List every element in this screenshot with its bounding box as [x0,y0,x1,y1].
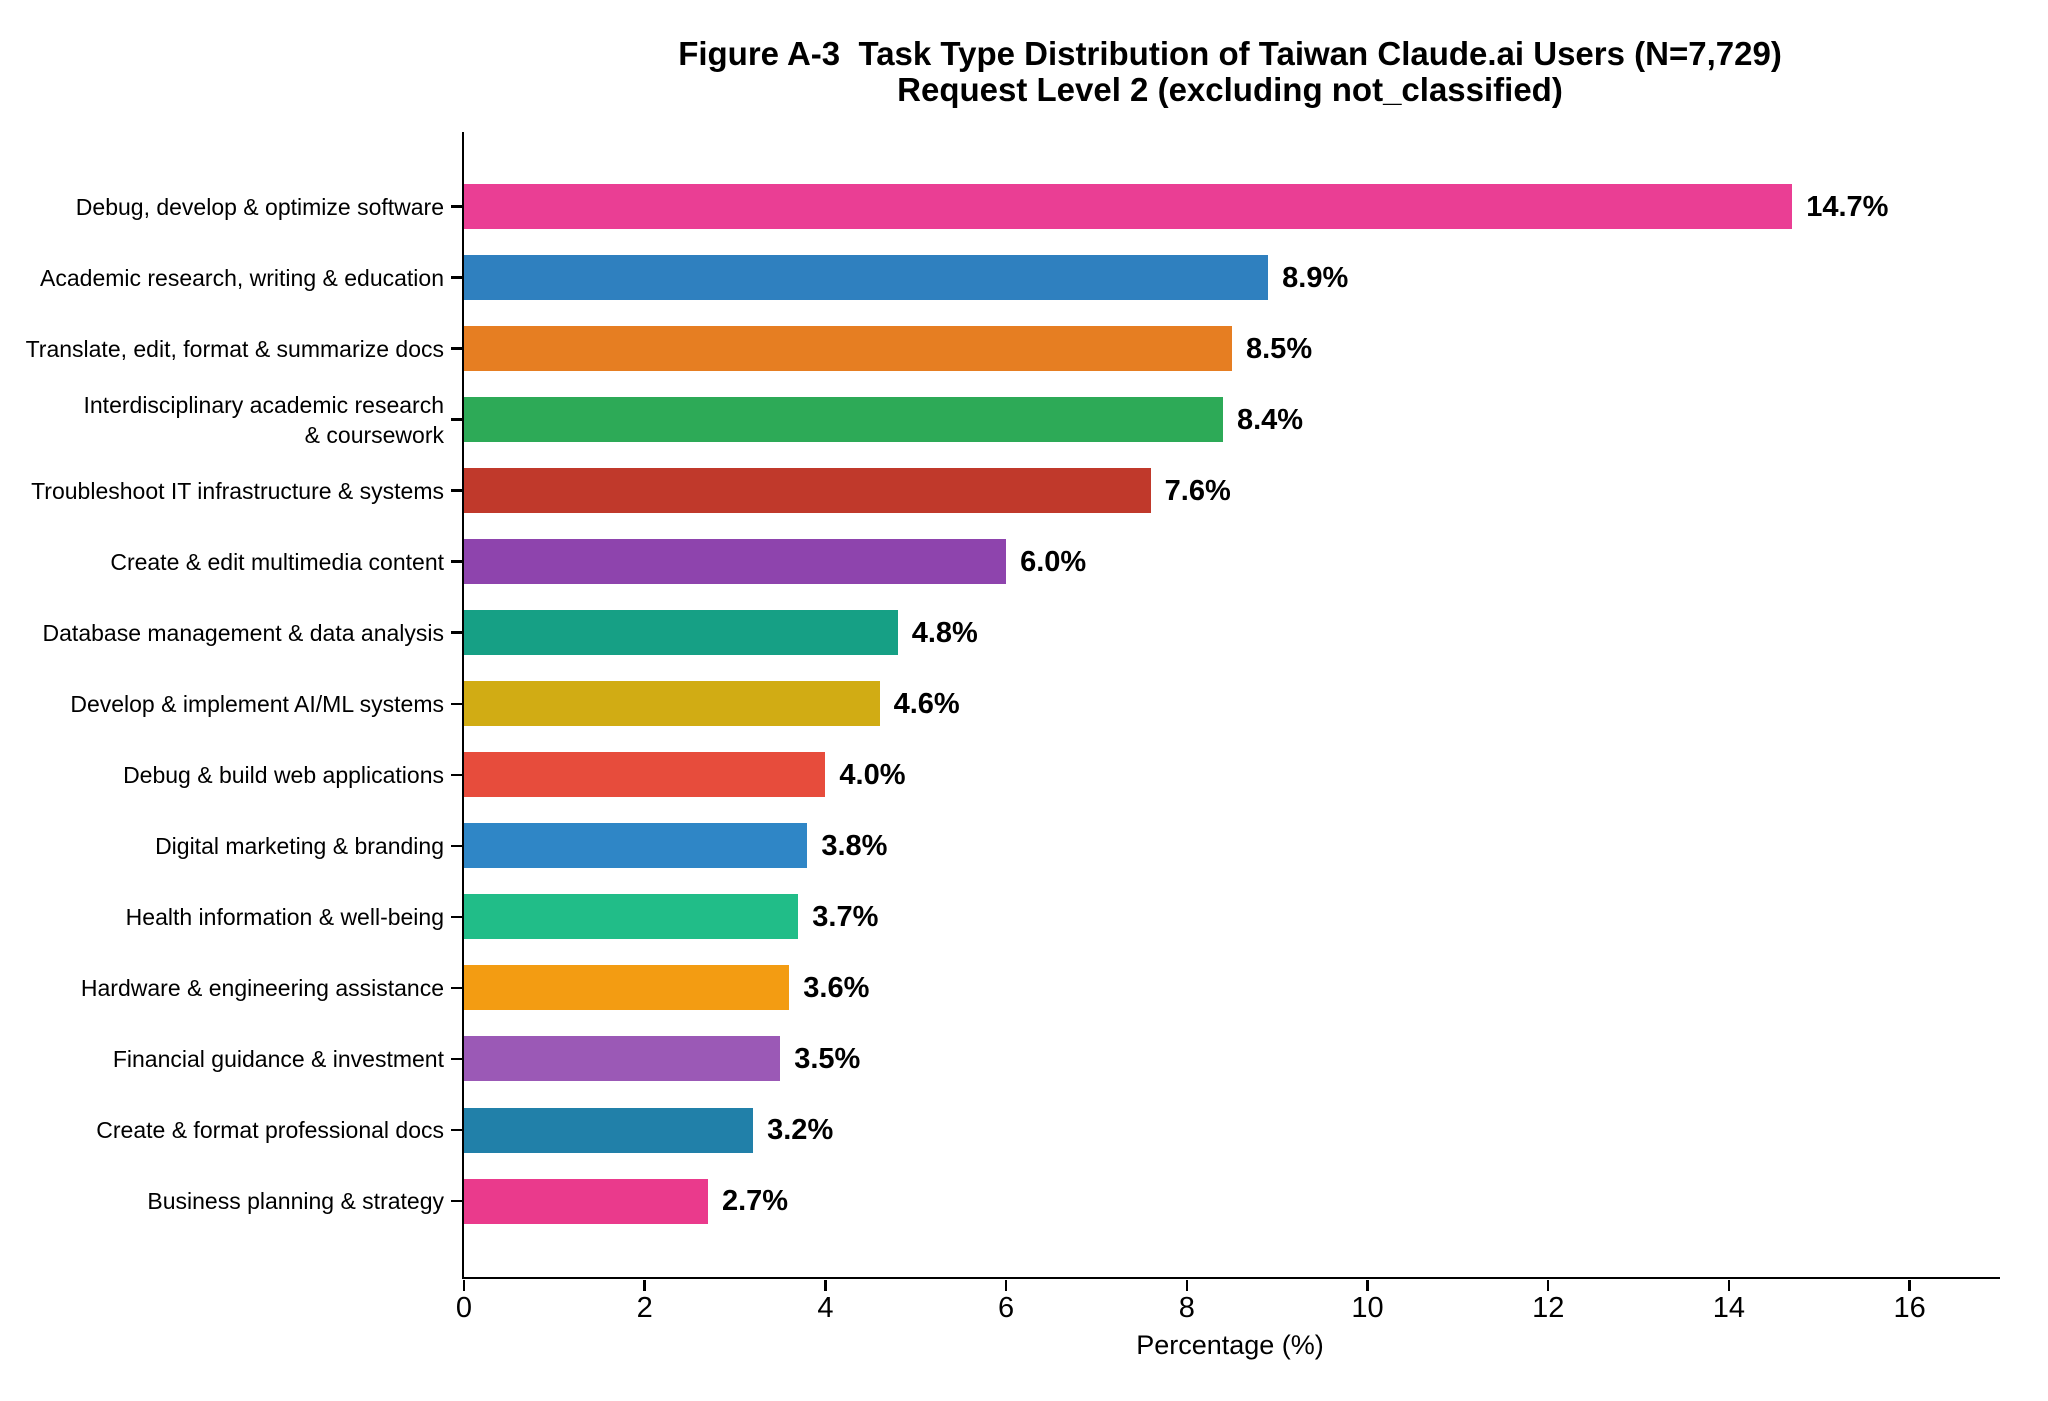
bar-value-label: 14.7% [1806,190,1889,223]
bar [464,255,1269,301]
bar-value-label: 4.8% [911,616,978,649]
bar [464,965,790,1011]
x-tick-label: 8 [1178,1292,1195,1324]
category-label: Create & edit multimedia content [110,548,444,575]
y-tick-mark [451,276,462,279]
bar-value-label: 4.0% [839,758,906,791]
bar [464,681,880,727]
x-tick-mark [824,1279,827,1291]
bar [464,1107,754,1153]
bar [464,468,1151,514]
y-tick-mark [451,986,462,990]
category-label: Hardware & engineering assistance [80,974,444,1001]
category-label: Develop & implement AI/ML systems [70,690,444,717]
y-tick-mark [451,489,462,492]
x-tick-label: 12 [1532,1292,1565,1324]
category-label: Financial guidance & investment [112,1045,444,1072]
x-tick-label: 16 [1893,1292,1926,1324]
x-tick-label: 10 [1351,1292,1384,1324]
y-tick-mark [451,418,462,421]
bar-value-label: 3.2% [767,1114,834,1147]
y-tick-mark [451,205,462,208]
x-tick-label: 14 [1712,1292,1746,1324]
y-tick-mark [451,773,462,777]
x-tick-label: 2 [636,1292,653,1324]
x-tick-mark [1727,1279,1731,1291]
x-tick-mark [643,1279,646,1291]
plot-area: 14.7% 8.9% 8.5% 8.4% 7.6% 6.0% 4.8% 4.6% 4.0% 3.8… [451,132,2000,1323]
x-tick-label: 0 [455,1292,473,1324]
y-tick-mark [451,1199,462,1203]
bar [464,894,799,940]
bar-value-label: 8.9% [1282,261,1349,294]
x-tick-mark [1185,1279,1189,1291]
category-label: Translate, edit, format & summarize docs [25,335,444,362]
category-label: Academic research, writing & education [40,264,444,291]
bar-value-label: 3.8% [821,829,888,862]
y-tick-mark [451,915,462,919]
x-axis-label: Percentage (%) [1136,1330,1324,1360]
bar-value-label: 6.0% [1020,545,1087,578]
y-tick-mark [451,702,462,706]
bar-value-label: 8.4% [1236,403,1304,436]
category-label: Debug, develop & optimize software [75,193,444,220]
category-label: Business planning & strategy [147,1188,444,1215]
category-label: Debug & build web applications [123,761,444,788]
bar-value-label: 7.6% [1164,474,1231,507]
chart-title-line1: Figure A-3 Task Type Distribution of Tai… [678,35,1782,72]
bar [464,752,826,798]
bar-value-label: 4.6% [893,687,960,720]
x-tick-mark [1004,1279,1008,1291]
bar [464,326,1232,372]
bar [464,823,808,869]
bar-value-label: 3.7% [812,900,879,933]
bar-value-label: 2.7% [721,1185,789,1218]
bar [464,397,1223,443]
chart-title: Figure A-3 Task Type Distribution of Tai… [462,36,1998,108]
y-tick-mark [451,1057,462,1061]
bar [464,1036,781,1082]
category-label: Digital marketing & branding [155,832,444,859]
category-label: Interdisciplinary academic research & cou… [83,391,445,448]
y-tick-mark [451,1128,462,1132]
y-tick-mark [451,560,462,563]
x-tick-label: 4 [817,1292,834,1324]
x-tick-mark [462,1279,466,1291]
x-tick-mark [1546,1279,1550,1291]
y-tick-mark [451,631,462,634]
category-label: Health information & well-being [125,903,444,930]
bar [464,1178,708,1224]
category-label: Troubleshoot IT infrastructure & systems [31,477,444,504]
bar-value-label: 8.5% [1246,332,1313,365]
x-tick-label: 6 [998,1292,1015,1324]
category-label: Database management & data analysis [42,619,444,646]
chart-title-line2: Request Level 2 (excluding not_classifie… [897,71,1563,108]
x-tick-mark [1366,1279,1369,1291]
y-tick-mark [451,347,462,350]
bar [464,539,1007,585]
category-label: Create & format professional docs [96,1117,444,1144]
bar-value-label: 3.6% [803,971,870,1004]
bar-value-label: 3.5% [794,1042,861,1075]
x-tick-mark [1908,1279,1911,1291]
y-tick-mark [451,844,462,848]
bar [464,610,898,656]
bar [464,184,1793,229]
